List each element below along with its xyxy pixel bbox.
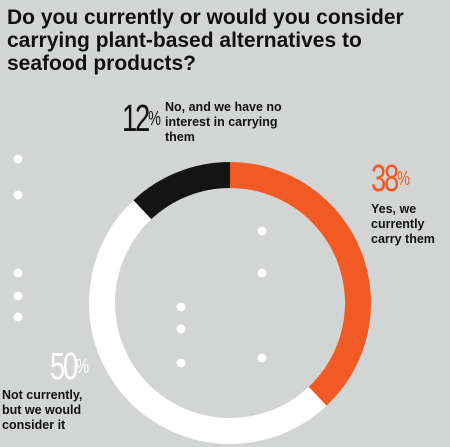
decorative-dot xyxy=(13,268,23,278)
decorative-dot xyxy=(176,302,186,312)
slice-value-label: 50% xyxy=(50,346,89,388)
slice-description: No, and we have no interest in carrying … xyxy=(165,100,282,144)
decorative-dot xyxy=(257,226,267,236)
decorative-dots xyxy=(13,154,267,368)
decorative-dot xyxy=(13,190,23,200)
decorative-dot xyxy=(176,324,186,334)
slice-description: Not currently, but we would consider it xyxy=(2,388,83,432)
slice-value-label: 38% xyxy=(371,158,410,200)
slice-value-label: 12% xyxy=(122,98,161,140)
chart-title: Do you currently or would you consider c… xyxy=(7,6,404,75)
slice-yes xyxy=(230,162,371,406)
decorative-dot xyxy=(13,312,23,322)
donut-slices xyxy=(89,162,371,444)
slice-label-not-currently: 50% Not currently, but we would consider… xyxy=(2,348,102,433)
decorative-dot xyxy=(257,353,267,363)
decorative-dot xyxy=(13,154,23,164)
decorative-dot xyxy=(13,291,23,301)
decorative-dot xyxy=(257,268,267,278)
slice-not-currently xyxy=(89,200,327,444)
slice-description: Yes, we currently carry them xyxy=(371,202,435,246)
decorative-dot xyxy=(176,358,186,368)
slice-label-yes: 38% Yes, we currently carry them xyxy=(371,160,450,247)
slice-no-interest xyxy=(133,162,230,220)
